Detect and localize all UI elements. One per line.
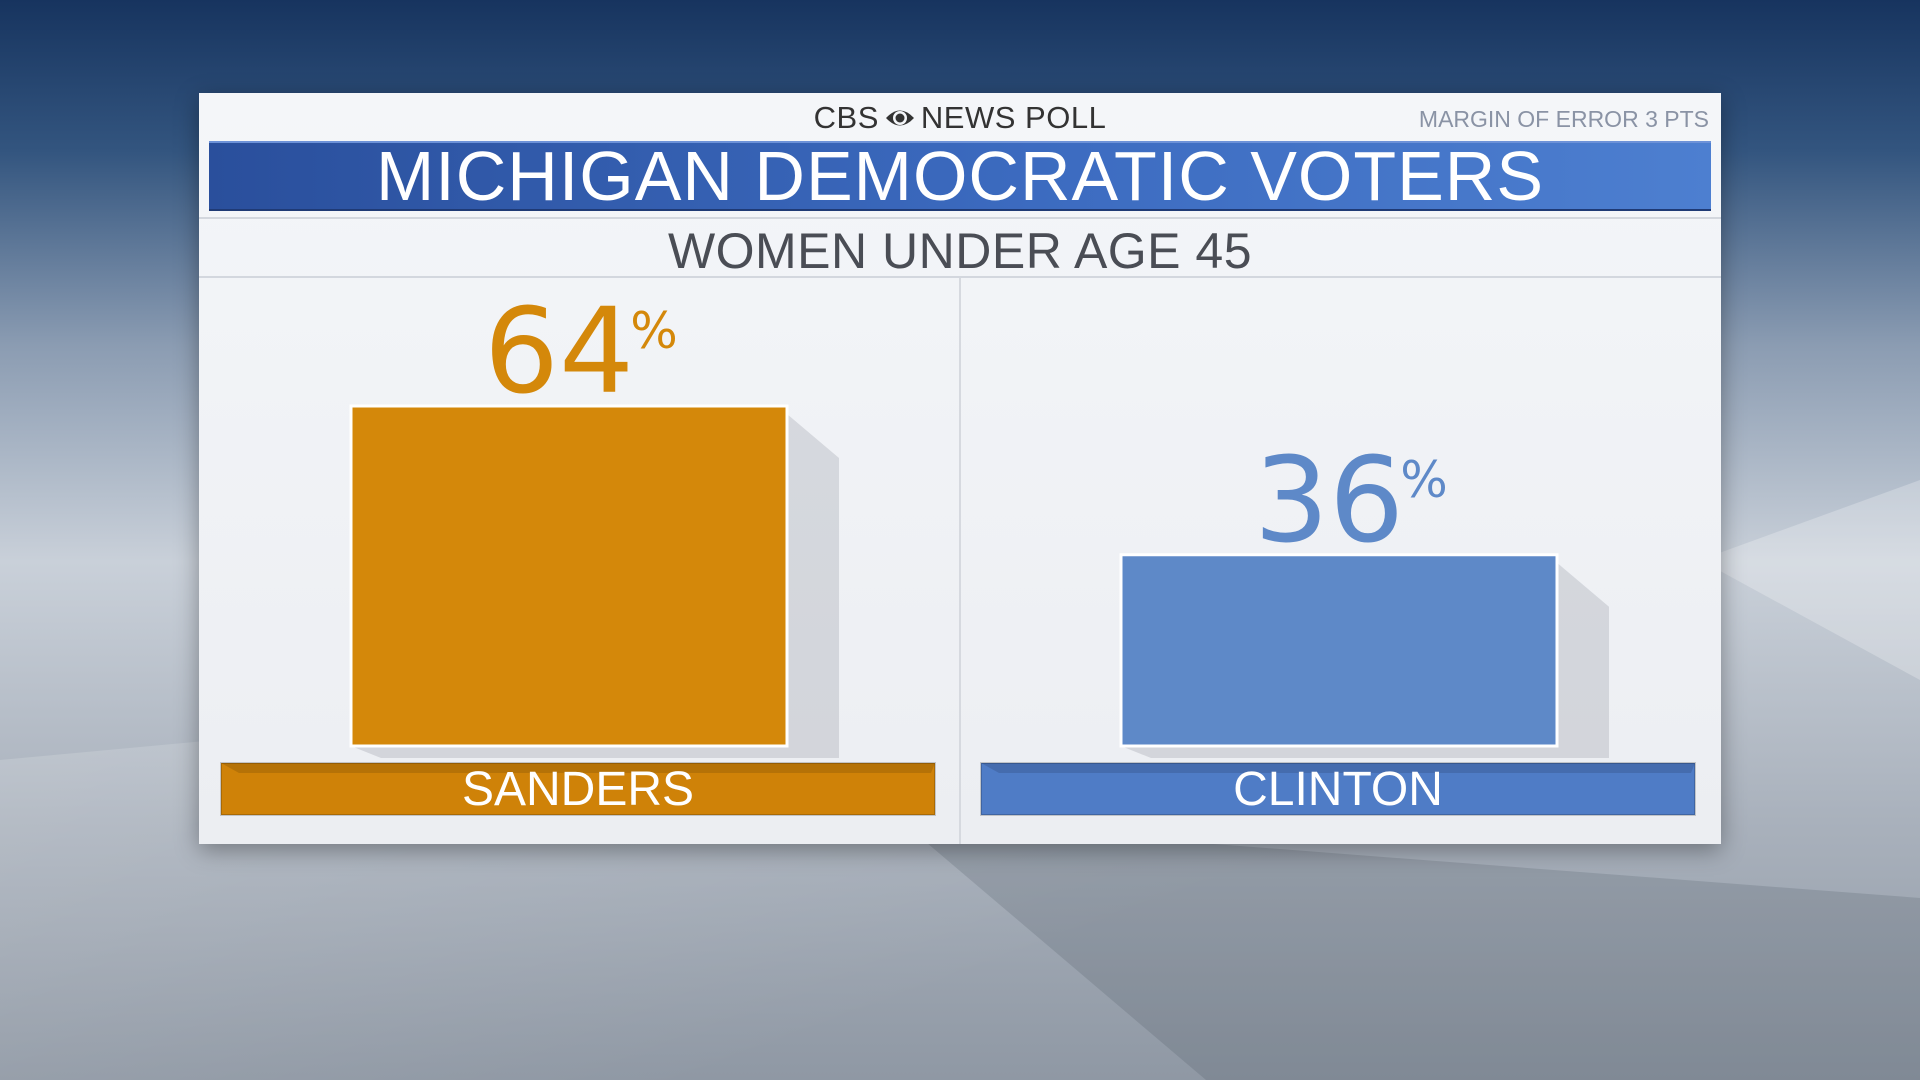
background-shape <box>900 820 1920 1080</box>
poll-panel: CBS NEWS POLL MARGIN OF ERROR 3 PTS MICH… <box>199 93 1721 844</box>
cbs-eye-icon <box>885 110 914 126</box>
bar-clinton <box>1119 553 1559 748</box>
divider-line <box>199 276 1721 278</box>
label-bar-sanders <box>220 762 936 816</box>
label-bar-bevel-clinton <box>981 763 1695 773</box>
network-name: CBS <box>813 100 879 135</box>
network-logo: CBS NEWS POLL <box>199 99 1721 137</box>
chart-subtitle: WOMEN UNDER AGE 45 <box>667 223 1253 279</box>
label-bar-bevel-sanders <box>221 763 935 773</box>
percent-sign-clinton: % <box>1400 451 1448 509</box>
category-label-sanders: SANDERS <box>462 763 694 816</box>
value-label-sanders: 64 <box>484 282 634 420</box>
chart-title: MICHIGAN DEMOCRATIC VOTERS <box>209 137 1711 215</box>
margin-of-error: MARGIN OF ERROR 3 PTS <box>1418 106 1709 132</box>
percent-sign-sanders: % <box>630 302 678 360</box>
value-label-clinton: 36 <box>1254 431 1404 569</box>
bar-chart: 64% SANDERS 36% CLINTON <box>220 282 1696 816</box>
category-label-clinton: CLINTON <box>1233 763 1443 816</box>
divider-line <box>199 217 1721 219</box>
column-divider <box>959 278 961 844</box>
poll-name: NEWS POLL <box>920 100 1107 135</box>
bar-sanders <box>349 404 789 748</box>
background-shape <box>1700 480 1920 680</box>
label-bar-clinton <box>980 762 1696 816</box>
